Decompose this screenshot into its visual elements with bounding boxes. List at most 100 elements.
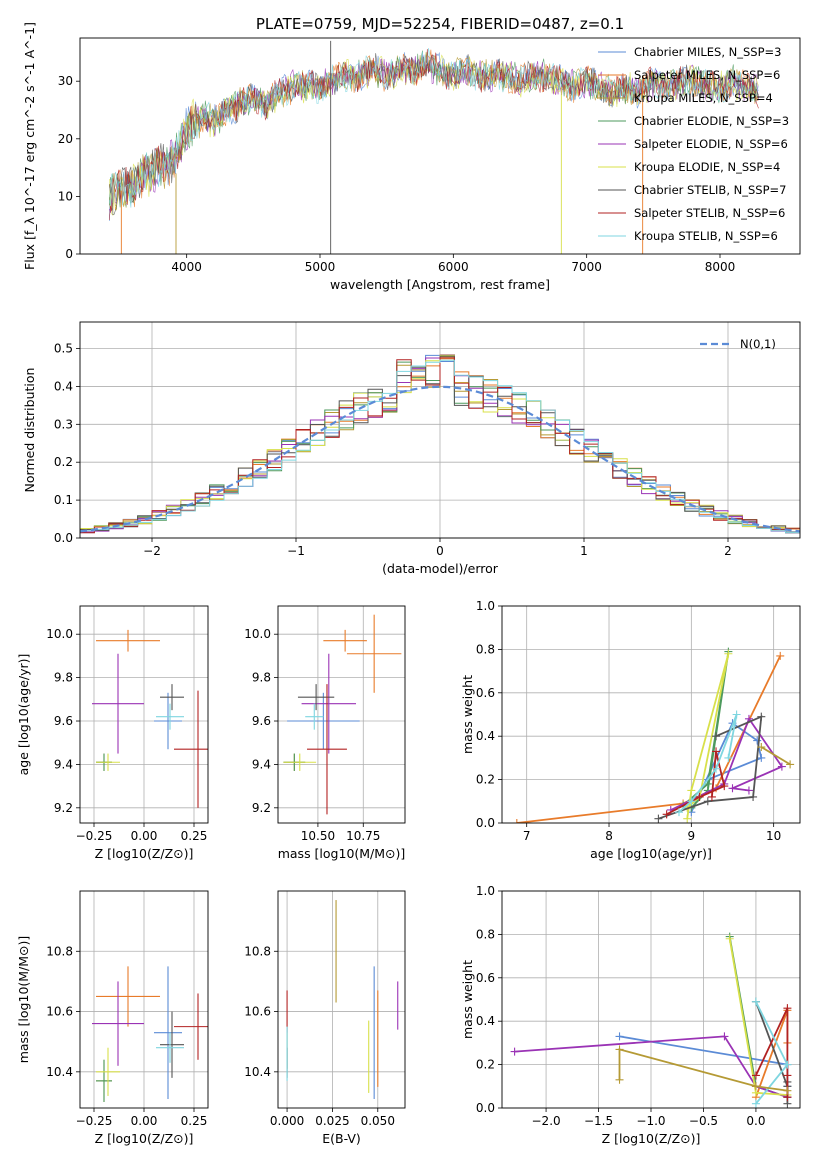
x-tick-label: −1 (287, 544, 305, 558)
x-tick-label: 2 (724, 544, 732, 558)
legend-label: Chabrier STELIB, N_SSP=7 (634, 183, 786, 197)
x-tick-label: 0.050 (361, 1114, 395, 1128)
weight-marker (753, 736, 762, 745)
x-tick-label: 7 (523, 829, 531, 843)
weight-marker (757, 712, 766, 721)
weight-marker (783, 1060, 792, 1069)
x-tick-label: 7000 (571, 260, 602, 274)
x-tick-label: 4000 (171, 260, 202, 274)
x-tick-label: −0.5 (689, 1114, 718, 1128)
axes-frame (79, 37, 801, 255)
weight-marker (744, 786, 753, 795)
y-tick-label: 20 (58, 132, 73, 146)
figure-title: PLATE=0759, MJD=52254, FIBERID=0487, z=0… (256, 15, 624, 33)
legend-label: N(0,1) (740, 337, 776, 351)
legend-label: Salpeter ELODIE, N_SSP=6 (634, 137, 788, 151)
weight-line (760, 746, 791, 766)
plot-area (80, 354, 800, 534)
y-tick-label: 10.0 (46, 627, 73, 641)
y-tick-label: 9.8 (54, 671, 73, 685)
legend-label: Kroupa MILES, N_SSP=4 (634, 91, 773, 105)
x-tick-label: −0.25 (76, 1114, 113, 1128)
x-tick-label: 0.000 (270, 1114, 304, 1128)
legend-label: Kroupa STELIB, N_SSP=6 (634, 229, 778, 243)
y-axis-label: mass weight (460, 960, 475, 1039)
weight-marker (687, 797, 696, 806)
weight-marker (728, 784, 737, 793)
x-axis-label: wavelength [Angstrom, rest frame] (330, 277, 550, 292)
weight-marker (783, 1071, 792, 1080)
weight-marker (786, 760, 795, 769)
x-axis-label: E(B-V) (322, 1131, 361, 1146)
x-tick-label: 0.00 (131, 829, 158, 843)
y-tick-label: 0.6 (476, 686, 495, 700)
y-tick-label: 10.8 (244, 944, 271, 958)
x-tick-label: 0 (436, 544, 444, 558)
weight-marker (783, 1004, 792, 1013)
y-tick-label: 0.8 (476, 927, 495, 941)
x-axis-label: age [log10(age/yr)] (590, 846, 712, 861)
weight-marker (510, 1047, 519, 1056)
y-tick-label: 9.6 (252, 714, 271, 728)
y-tick-label: 0.0 (476, 1101, 495, 1115)
weight-marker (712, 764, 721, 773)
y-tick-label: 10.8 (46, 944, 73, 958)
x-tick-label: 0.25 (181, 1114, 208, 1128)
weight-marker (732, 710, 741, 719)
y-axis-label: age [log10(age/yr)] (16, 654, 31, 776)
histogram-step (80, 357, 800, 534)
axes-frame (277, 890, 406, 1109)
x-tick-label: 0.25 (181, 829, 208, 843)
y-tick-label: 1.0 (476, 884, 495, 898)
x-tick-label: 8 (605, 829, 613, 843)
panel-1: 4000 5000 6000 7000 8000 0 10 20 30 wavelength [A… (22, 22, 801, 292)
x-tick-label: 0.00 (131, 1114, 158, 1128)
x-tick-label: 6000 (438, 260, 469, 274)
legend-label: Kroupa ELODIE, N_SSP=4 (634, 160, 780, 174)
weight-marker (724, 753, 733, 762)
plot-area (283, 614, 402, 815)
y-tick-label: 10.6 (244, 1005, 271, 1019)
y-tick-label: 0.3 (54, 417, 73, 431)
weight-marker (703, 797, 712, 806)
plot-area (92, 966, 208, 1102)
axes-frame (79, 605, 209, 824)
spectrum-line (109, 47, 759, 208)
weight-marker (751, 997, 760, 1006)
y-tick-label: 9.6 (54, 714, 73, 728)
weight-marker (751, 1071, 760, 1080)
x-axis-label: Z [log10(Z/Z⊙)] (95, 846, 194, 861)
y-axis-label: mass weight (460, 675, 475, 754)
x-tick-label: −2.0 (532, 1114, 561, 1128)
axes-frame (79, 890, 209, 1109)
axes-frame (277, 605, 406, 824)
weight-marker (654, 814, 663, 823)
y-axis-label: Normed distribution (22, 368, 37, 493)
plot-area (92, 629, 208, 808)
y-tick-label: 9.2 (54, 801, 73, 815)
x-tick-label: 5000 (305, 260, 336, 274)
weight-marker (615, 1075, 624, 1084)
y-tick-label: 0.0 (476, 816, 495, 830)
x-axis-label: Z [log10(Z/Z⊙)] (602, 1131, 701, 1146)
y-tick-label: 10.0 (244, 627, 271, 641)
panel-8: −2.0 −1.5 −1.0 −0.5 0.0 0.0 0.2 0.4 0.6 0.8 1.0 Z [… (460, 884, 801, 1146)
y-tick-label: 0.1 (54, 493, 73, 507)
weight-marker (776, 651, 785, 660)
panel-4: 10.50 10.75 9.2 9.4 9.6 9.8 10.0 mass [log10(M/… (244, 605, 406, 861)
axes-frame (501, 605, 801, 824)
y-tick-label: 0.4 (476, 729, 495, 743)
y-tick-label: 0.4 (476, 1014, 495, 1028)
y-axis-label: mass [log10(M/M⊙)] (16, 936, 31, 1064)
weight-marker (712, 732, 721, 741)
weight-marker (707, 792, 716, 801)
histogram-step (80, 359, 800, 534)
y-tick-label: 9.4 (54, 757, 73, 771)
y-tick-label: 9.4 (252, 757, 271, 771)
y-tick-label: 0.6 (476, 971, 495, 985)
x-axis-label: mass [log10(M/M⊙)] (278, 846, 406, 861)
axes-frame (79, 321, 801, 539)
y-tick-label: 9.2 (252, 801, 271, 815)
x-tick-label: 10 (766, 829, 781, 843)
y-tick-label: 0.2 (54, 455, 73, 469)
